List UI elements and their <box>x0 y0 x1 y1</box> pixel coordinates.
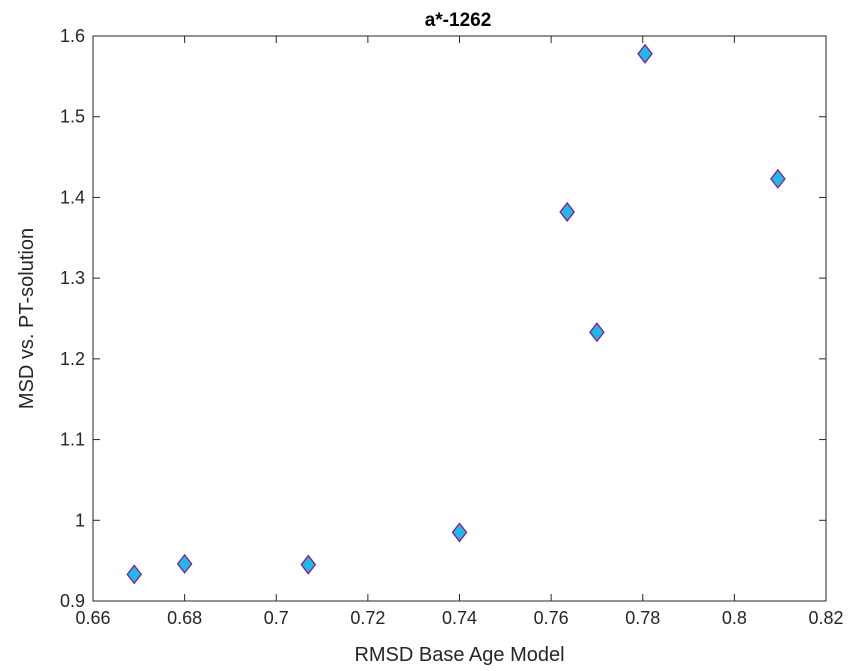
x-tick-label: 0.66 <box>75 608 110 628</box>
x-tick-label: 0.74 <box>442 608 477 628</box>
y-tick-label: 1.5 <box>60 107 85 127</box>
plot-area-frame <box>92 35 827 602</box>
chart-title: a*-1262 <box>425 10 492 31</box>
x-tick-label: 0.68 <box>167 608 202 628</box>
y-tick-label: 1.2 <box>60 349 85 369</box>
x-tick-label: 0.72 <box>350 608 385 628</box>
y-tick-label: 1.1 <box>60 430 85 450</box>
x-tick-label: 0.8 <box>722 608 747 628</box>
x-tick-label: 0.78 <box>625 608 660 628</box>
data-point-diamond <box>176 553 193 574</box>
data-point-diamond <box>589 322 605 343</box>
data-point-diamond <box>637 43 653 64</box>
y-tick-label: 1.3 <box>60 268 85 288</box>
points-layer <box>126 43 786 585</box>
x-tick-label: 0.82 <box>808 608 843 628</box>
ticks-layer: 0.66 0.68 0.7 0.72 0.74 0.76 0.78 0.8 0.82 0.9 1 1.… <box>60 26 844 628</box>
y-tick-label: 1.4 <box>60 187 85 207</box>
y-axis-label: MSD vs. PT-solution <box>16 228 38 409</box>
data-point-diamond <box>451 522 468 543</box>
y-tick-label: 1.6 <box>60 26 85 46</box>
y-tick-label: 0.9 <box>60 591 85 611</box>
x-tick-label: 0.7 <box>264 608 289 628</box>
data-point-diamond <box>126 564 143 585</box>
y-tick-label: 1 <box>75 510 85 530</box>
x-axis-label: RMSD Base Age Model <box>354 644 564 666</box>
data-point-diamond <box>770 168 786 189</box>
x-tick-label: 0.76 <box>534 608 569 628</box>
data-point-diamond <box>300 554 317 575</box>
data-point-diamond <box>559 201 575 223</box>
